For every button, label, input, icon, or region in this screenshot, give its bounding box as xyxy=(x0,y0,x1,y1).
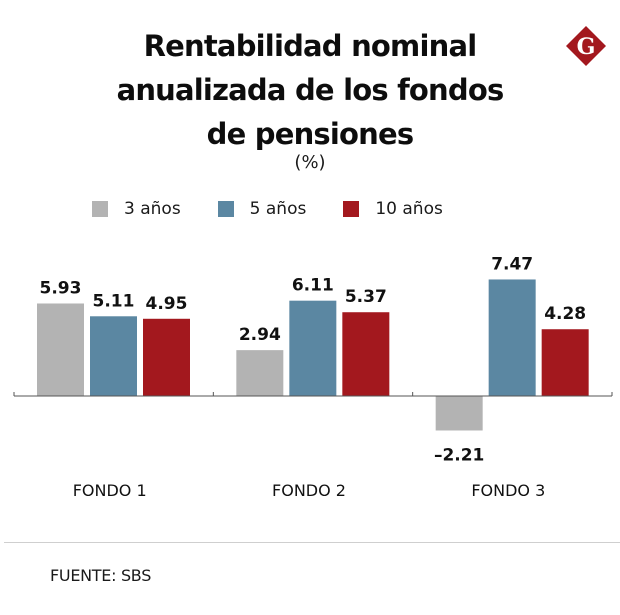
legend-label: 3 años xyxy=(124,199,181,219)
bar-chart: 5.93 5.11 4.95 FONDO 1 2.94 6.11 5.37 FONDO 2 –2… xyxy=(13,254,613,500)
chart-unit: (%) xyxy=(294,152,326,173)
data-label: 4.95 xyxy=(146,294,188,314)
bar-3-3 xyxy=(541,329,589,396)
chart-legend: 3 años 5 años 10 años xyxy=(92,199,480,219)
legend-swatch-red xyxy=(343,201,360,217)
data-label: 2.94 xyxy=(239,325,281,345)
bar-1-2 xyxy=(90,316,137,396)
chart-title: Rentabilidad nominal anualizada de los f… xyxy=(60,24,560,156)
category-label: FONDO 3 xyxy=(471,481,545,500)
category-label: FONDO 2 xyxy=(272,481,346,500)
legend-swatch-gray xyxy=(92,201,108,217)
data-label: –2.21 xyxy=(434,445,484,465)
title-line-2: anualizada de los fondos xyxy=(116,73,505,107)
legend-label: 5 años xyxy=(249,199,307,219)
bar-1-3 xyxy=(143,318,190,396)
logo-letter: G xyxy=(577,34,596,60)
legend-swatch-blue xyxy=(217,201,234,217)
data-label: 5.93 xyxy=(40,278,82,298)
bar-3-1 xyxy=(435,396,483,431)
bar-2-1 xyxy=(236,350,284,396)
data-label: 5.11 xyxy=(93,291,135,311)
data-label: 6.11 xyxy=(292,276,334,296)
bar-2-2 xyxy=(289,300,337,396)
category-label: FONDO 1 xyxy=(73,481,147,500)
legend-label: 10 años xyxy=(375,199,443,219)
title-line-1: Rentabilidad nominal xyxy=(143,29,478,63)
legend-item-3-anos: 3 años xyxy=(92,199,181,219)
legend-item-10-anos: 10 años xyxy=(343,199,443,219)
bar-3-2 xyxy=(488,279,536,396)
data-label: 7.47 xyxy=(491,254,533,274)
title-line-3: de pensiones xyxy=(206,117,415,151)
brand-logo-icon: G xyxy=(566,26,606,66)
legend-item-5-anos: 5 años xyxy=(217,199,307,219)
data-label: 5.37 xyxy=(345,287,387,307)
footer-divider xyxy=(4,542,620,543)
logo-diamond xyxy=(566,26,606,66)
source-note: FUENTE: SBS xyxy=(50,566,152,585)
data-label: 4.28 xyxy=(544,304,586,324)
bar-2-3 xyxy=(342,312,390,396)
bar-1-1 xyxy=(37,303,84,396)
